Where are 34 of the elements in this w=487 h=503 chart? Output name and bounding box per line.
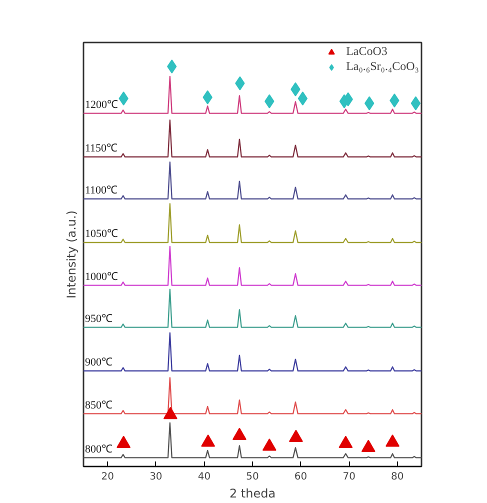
x-tick-label: 60 [294,472,308,482]
point [410,96,421,110]
series-label: 1050℃ [84,228,118,240]
x-tick-label: 30 [150,472,162,482]
series-label: 850℃ [84,399,112,412]
point [338,436,353,448]
point [361,440,376,452]
point [163,406,178,420]
point [118,92,128,106]
y-axis-title: Intensity (a.u.) [64,210,78,298]
x-tick-label: 70 [342,472,356,482]
x-tick-label: 20 [101,472,114,482]
series-label: 1000℃ [84,270,118,283]
point [390,94,400,108]
x-tick-label: 40 [198,472,211,482]
legend-label: LaCoO3 [346,44,388,59]
series-label: 900℃ [84,356,112,368]
point [167,60,177,74]
series-label: 1100℃ [84,184,118,196]
x-tick-label: 50 [246,472,259,482]
legend-label: La₀.₆Sr₀.₄CoO₃ [346,59,419,74]
series-label: 800℃ [84,443,112,456]
series-label: 1150℃ [84,142,118,154]
point [288,430,303,442]
point [262,438,276,451]
x-axis-title: 2 theda [229,486,276,500]
series-label: 950℃ [84,312,112,325]
point [201,434,216,447]
point [298,92,308,106]
x-tick-label: 80 [390,472,404,482]
point [116,436,131,448]
point [232,428,246,440]
point [386,434,400,447]
series-label: 1200℃ [84,98,118,111]
